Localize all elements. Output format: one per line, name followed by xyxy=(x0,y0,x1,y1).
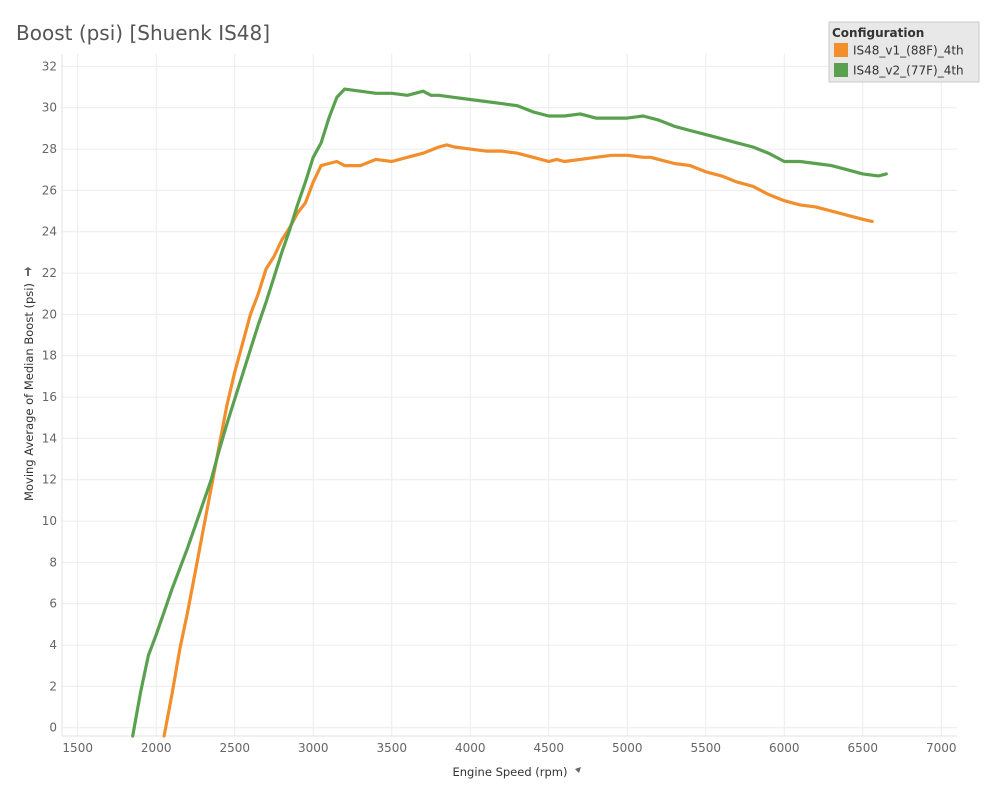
y-tick-label: 28 xyxy=(42,142,57,156)
x-tick-label: 7000 xyxy=(926,741,957,755)
y-tick-label: 24 xyxy=(42,225,57,239)
y-tick-label: 20 xyxy=(42,307,57,321)
x-tick-label: 6500 xyxy=(848,741,879,755)
y-tick-label: 18 xyxy=(42,349,57,363)
chart-title: Boost (psi) [Shuenk IS48] xyxy=(16,21,270,45)
x-tick-label: 1500 xyxy=(62,741,93,755)
x-tick-label: 2500 xyxy=(219,741,250,755)
y-tick-label: 30 xyxy=(42,101,57,115)
x-tick-label: 4000 xyxy=(455,741,486,755)
y-tick-label: 6 xyxy=(49,597,57,611)
y-axis-pin-icon[interactable] xyxy=(24,267,32,276)
x-axis-pin-icon[interactable] xyxy=(573,767,581,775)
y-tick-label: 0 xyxy=(49,721,57,735)
y-tick-label: 4 xyxy=(49,638,57,652)
x-tick-label: 2000 xyxy=(141,741,172,755)
y-tick-label: 26 xyxy=(42,183,57,197)
x-tick-label: 6000 xyxy=(769,741,800,755)
y-tick-label: 8 xyxy=(49,555,57,569)
y-tick-label: 12 xyxy=(42,473,57,487)
grid xyxy=(61,54,957,737)
y-tick-label: 14 xyxy=(42,431,57,445)
x-tick-label: 4500 xyxy=(533,741,564,755)
y-axis-title: Moving Average of Median Boost (psi) xyxy=(22,283,36,501)
legend-label[interactable]: IS48_v1_(88F)_4th xyxy=(853,44,964,58)
x-tick-label: 3500 xyxy=(376,741,407,755)
x-tick-label: 5000 xyxy=(612,741,643,755)
x-tick-label: 5500 xyxy=(690,741,721,755)
y-tick-label: 2 xyxy=(49,679,57,693)
x-tick-label: 3000 xyxy=(298,741,329,755)
series-lines xyxy=(131,87,888,738)
x-axis-title: Engine Speed (rpm) xyxy=(453,765,568,779)
y-tick-label: 10 xyxy=(42,514,57,528)
y-tick-label: 22 xyxy=(42,266,57,280)
series-line-IS48_v2_(77F)_4th[interactable] xyxy=(131,87,888,738)
legend-swatch[interactable] xyxy=(834,43,848,57)
legend-swatch[interactable] xyxy=(834,63,848,77)
y-tick-label: 32 xyxy=(42,59,57,73)
y-tick-label: 16 xyxy=(42,390,57,404)
legend-background xyxy=(828,21,980,83)
series-line-IS48_v1_(88F)_4th[interactable] xyxy=(162,143,874,738)
legend-title: Configuration xyxy=(832,26,924,40)
legend: Configuration IS48_v1_(88F)_4th IS48_v2_(… xyxy=(828,21,980,83)
legend-label[interactable]: IS48_v2_(77F)_4th xyxy=(853,64,964,78)
